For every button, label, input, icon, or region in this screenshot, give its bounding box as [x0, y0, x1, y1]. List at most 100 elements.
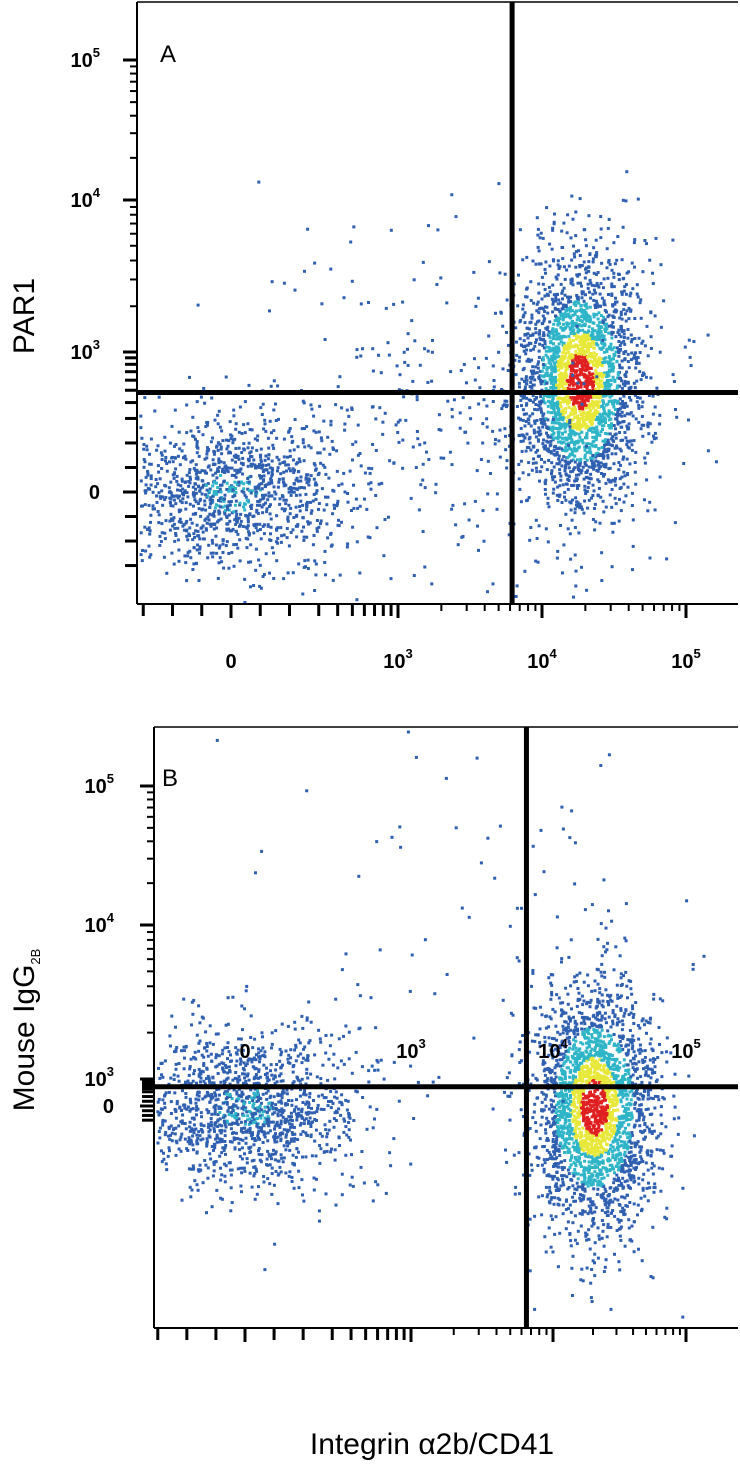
event-dot: [297, 562, 301, 566]
event-dot: [619, 377, 622, 380]
event-dot: [555, 331, 559, 335]
event-dot: [557, 447, 560, 450]
event-dot: [191, 459, 195, 463]
event-dot: [543, 374, 547, 378]
event-dot: [291, 467, 295, 471]
event-dot: [205, 1108, 209, 1112]
event-dot: [309, 1123, 313, 1127]
event-dot: [258, 498, 262, 502]
event-dot: [251, 1046, 255, 1050]
event-dot: [576, 354, 580, 357]
event-dot: [590, 393, 594, 397]
event-dot: [557, 349, 561, 353]
event-dot: [585, 319, 589, 323]
event-dot: [427, 458, 431, 461]
event-dot: [574, 337, 578, 341]
event-dot: [264, 429, 268, 433]
event-dot: [494, 311, 497, 315]
event-dot: [337, 518, 340, 522]
event-dot: [301, 399, 305, 403]
event-dot: [177, 1079, 181, 1083]
event-dot: [588, 253, 592, 256]
event-dot: [286, 515, 290, 519]
event-dot: [172, 1073, 176, 1077]
event-dot: [569, 357, 573, 361]
event-dot: [436, 228, 440, 232]
event-dot: [241, 462, 245, 466]
event-dot: [160, 458, 164, 461]
event-dot: [541, 397, 545, 401]
event-dot: [532, 383, 536, 387]
event-dot: [149, 553, 153, 557]
event-dot: [573, 507, 577, 511]
event-dot: [261, 511, 265, 515]
event-dot: [459, 369, 463, 372]
event-dot: [188, 481, 192, 485]
event-dot: [398, 373, 402, 377]
event-dot: [557, 359, 561, 363]
event-dot: [606, 276, 610, 280]
event-dot: [579, 397, 583, 401]
event-dot: [158, 543, 162, 547]
event-dot: [325, 1132, 329, 1136]
event-dot: [566, 341, 570, 345]
event-dot: [225, 1090, 229, 1094]
event-dot: [352, 506, 356, 510]
event-dot: [577, 473, 581, 477]
event-dot: [252, 1102, 256, 1105]
event-dot: [521, 471, 525, 475]
event-dot: [396, 431, 400, 434]
event-dot: [206, 1125, 210, 1129]
event-dot: [527, 496, 531, 500]
event-dot: [635, 360, 639, 364]
event-dot: [238, 1078, 242, 1082]
event-dot: [250, 446, 254, 450]
event-dot: [171, 524, 175, 528]
event-dot: [260, 413, 264, 416]
event-dot: [525, 378, 529, 382]
event-dot: [580, 364, 584, 368]
event-dot: [284, 1118, 288, 1121]
event-dot: [533, 344, 537, 348]
event-dot: [592, 342, 596, 346]
event-dot: [568, 421, 572, 425]
event-dot: [606, 414, 610, 418]
event-dot: [566, 348, 570, 352]
event-dot: [232, 564, 236, 568]
event-dot: [641, 270, 645, 274]
event-dot: [194, 487, 197, 491]
event-dot: [648, 422, 652, 426]
event-dot: [615, 258, 619, 262]
event-dot: [309, 1020, 313, 1024]
event-dot: [532, 428, 536, 432]
event-dot: [454, 523, 458, 527]
event-dot: [195, 548, 199, 552]
event-dot: [269, 384, 273, 388]
event-dot: [160, 531, 164, 535]
event-dot: [545, 468, 549, 472]
event-dot: [569, 309, 572, 313]
event-dot: [235, 512, 239, 516]
event-dot: [199, 1122, 203, 1126]
event-dot: [229, 500, 233, 503]
event-dot: [277, 1123, 281, 1127]
event-dot: [192, 1117, 196, 1121]
event-dot: [636, 197, 640, 201]
event-dot: [146, 528, 150, 531]
event-dot: [284, 483, 288, 487]
event-dot: [579, 371, 583, 375]
event-dot: [187, 532, 191, 536]
event-dot: [384, 1191, 388, 1195]
event-dot: [258, 584, 262, 588]
event-dot: [486, 492, 490, 496]
event-dot: [564, 407, 568, 411]
event-dot: [282, 1156, 286, 1160]
event-dot: [313, 1139, 317, 1143]
event-dot: [201, 530, 205, 534]
event-dot: [219, 490, 223, 494]
event-dot: [589, 404, 593, 408]
y-tick-label: 103: [71, 337, 100, 364]
event-dot: [216, 1072, 220, 1075]
event-dot: [505, 466, 509, 470]
event-dot: [190, 1127, 194, 1131]
